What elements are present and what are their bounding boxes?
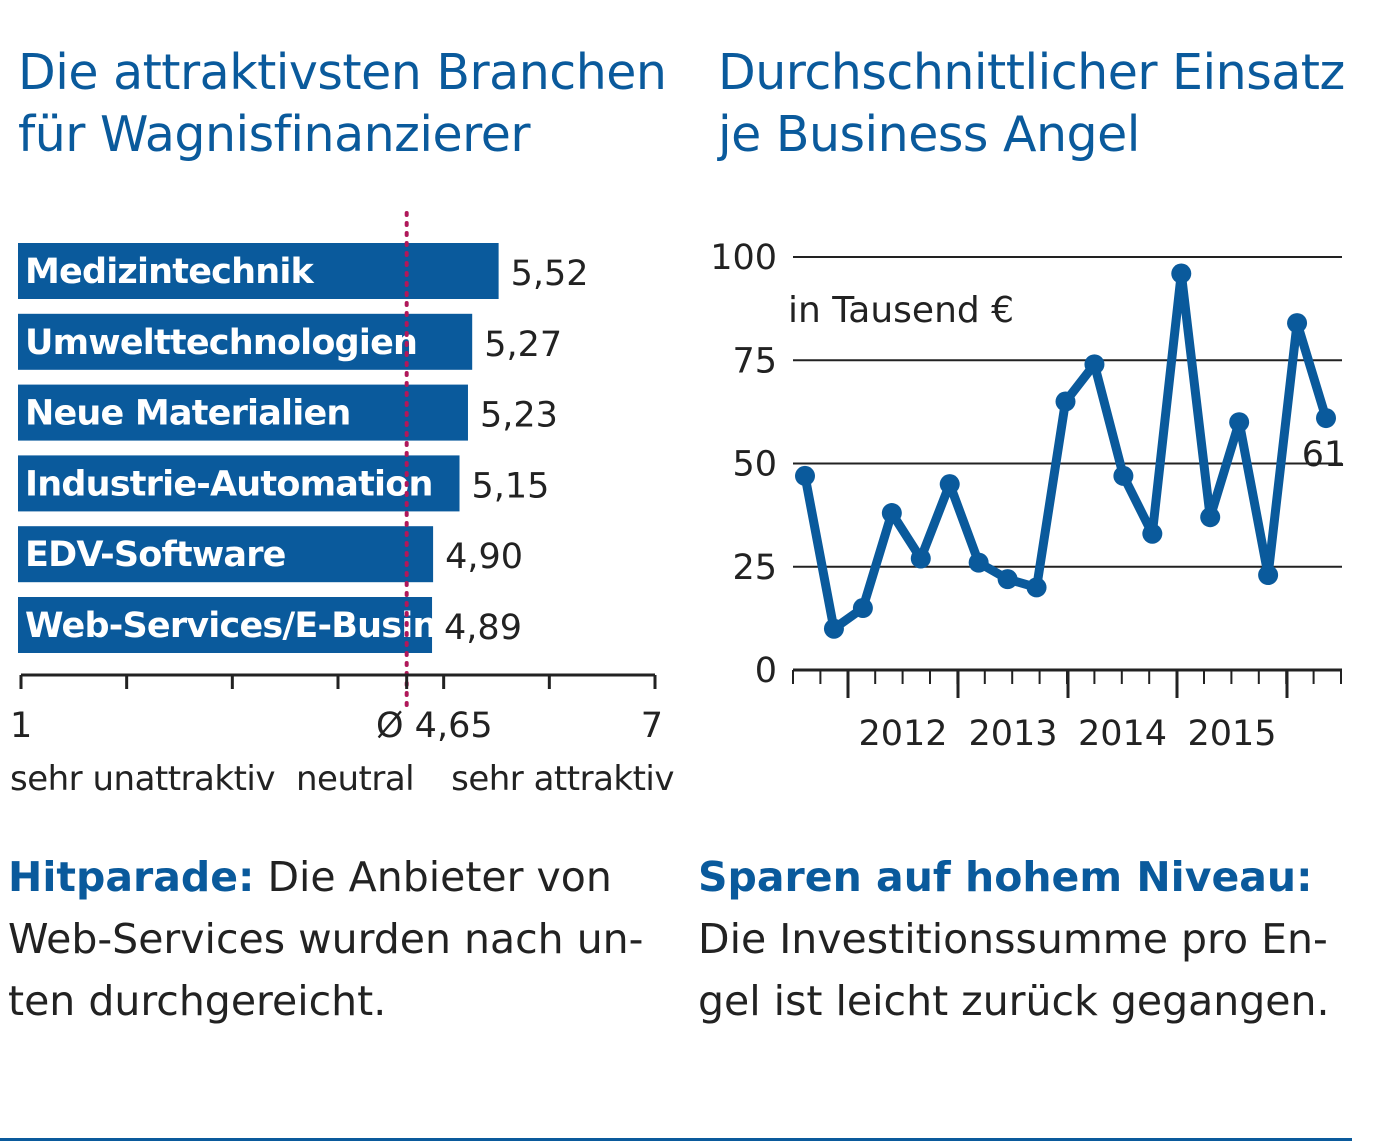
bar-1 bbox=[18, 313, 473, 370]
right-title-line2: je Business Angel bbox=[718, 106, 1140, 163]
unit-label: in Tausend € bbox=[788, 290, 1014, 331]
y-tick-label: 0 bbox=[755, 651, 777, 691]
bar-value-label: 5,52 bbox=[511, 254, 589, 294]
y-tick-label: 75 bbox=[732, 341, 777, 381]
y-tick-label: 100 bbox=[710, 238, 777, 278]
left-caption-line1: Die Anbieter von bbox=[254, 853, 612, 901]
data-point bbox=[823, 618, 844, 639]
left-caption: Hitparade: Die Anbieter von Web-Services… bbox=[8, 846, 668, 1032]
right-caption-line3: gel ist leicht zurück gegangen. bbox=[698, 977, 1330, 1025]
right-title-line1: Durchschnittlicher Einsatz bbox=[718, 44, 1345, 101]
data-point bbox=[1142, 523, 1163, 544]
data-point bbox=[1171, 263, 1192, 284]
bottom-rule bbox=[0, 1138, 1352, 1141]
data-point bbox=[1055, 391, 1076, 412]
x-tick-label: 2012 bbox=[858, 714, 947, 754]
data-point bbox=[881, 503, 902, 524]
x-tick-label: 1 bbox=[10, 706, 32, 746]
scale-label: neutral bbox=[296, 759, 414, 799]
right-line-chart: 0 25 50 75 100 2012 2013 2014 2015 in Tausend € 61 bbox=[710, 238, 1346, 754]
left-bar-chart: Medizintechnik 5,52 Umwelttechnologien 5,27… bbox=[10, 211, 675, 799]
bar-value-label: 5,27 bbox=[484, 325, 562, 365]
right-chart-title: Durchschnittlicher Einsatz je Business A… bbox=[718, 42, 1378, 166]
y-tick-label: 50 bbox=[732, 445, 777, 485]
bar-5 bbox=[18, 597, 433, 653]
bar-value-label: 4,90 bbox=[445, 537, 523, 577]
data-point bbox=[1229, 412, 1250, 433]
left-title-line2: für Wagnisfinanzierer bbox=[18, 106, 531, 163]
x-tick-label: 2015 bbox=[1187, 714, 1276, 754]
right-caption: Sparen auf hohem Niveau: Die Investition… bbox=[698, 846, 1358, 1032]
data-point bbox=[1084, 354, 1105, 375]
bar-category-label: Industrie-Automation bbox=[25, 464, 433, 504]
bar-category-label: Neue Materialien bbox=[25, 394, 351, 434]
left-chart-title: Die attraktivsten Branchen für Wagnisfin… bbox=[18, 42, 678, 166]
data-point bbox=[1316, 408, 1336, 429]
left-caption-lead: Hitparade: bbox=[8, 853, 255, 901]
data-point bbox=[1287, 313, 1308, 334]
data-point bbox=[1258, 565, 1279, 586]
data-point bbox=[968, 552, 989, 573]
bar-category-label: Web-Services/E-Business bbox=[25, 606, 500, 646]
data-point bbox=[939, 474, 960, 495]
bar-4 bbox=[18, 526, 434, 583]
bar-category-label: Umwelttechnologien bbox=[25, 323, 417, 363]
y-tick-label: 25 bbox=[732, 548, 777, 588]
data-point bbox=[1200, 507, 1221, 528]
x-tick-label: 7 bbox=[641, 706, 663, 746]
scale-label: sehr attraktiv bbox=[451, 759, 674, 799]
bar-value-label: 5,15 bbox=[472, 466, 550, 506]
left-caption-line2: Web-Services wurden nach un- bbox=[8, 915, 644, 963]
bar-value-label: 4,89 bbox=[444, 608, 522, 648]
right-caption-lead: Sparen auf hohem Niveau: bbox=[698, 853, 1313, 901]
bar-value-label: 5,23 bbox=[480, 396, 558, 436]
x-tick-label: 2013 bbox=[968, 714, 1057, 754]
bar-category-label: EDV-Software bbox=[25, 535, 286, 575]
right-caption-line2: Die Investitionssumme pro En- bbox=[698, 915, 1328, 963]
x-tick-label: 2014 bbox=[1078, 714, 1167, 754]
data-point bbox=[852, 598, 873, 619]
left-title-line1: Die attraktivsten Branchen bbox=[18, 44, 667, 101]
bar-3 bbox=[18, 455, 460, 512]
scale-label: sehr unattraktiv bbox=[10, 759, 275, 799]
left-caption-line3: ten durchgereicht. bbox=[8, 977, 387, 1025]
bar-category-label: Medizintechnik bbox=[25, 252, 315, 292]
bar-2 bbox=[18, 384, 468, 441]
data-point bbox=[1026, 577, 1047, 598]
bar-0 bbox=[18, 243, 499, 299]
x-tick-label: Ø 4,65 bbox=[376, 706, 493, 746]
data-point bbox=[910, 548, 931, 569]
data-point bbox=[1113, 465, 1134, 486]
data-point bbox=[795, 465, 815, 486]
data-point bbox=[997, 569, 1018, 590]
end-value-label: 61 bbox=[1302, 435, 1347, 475]
